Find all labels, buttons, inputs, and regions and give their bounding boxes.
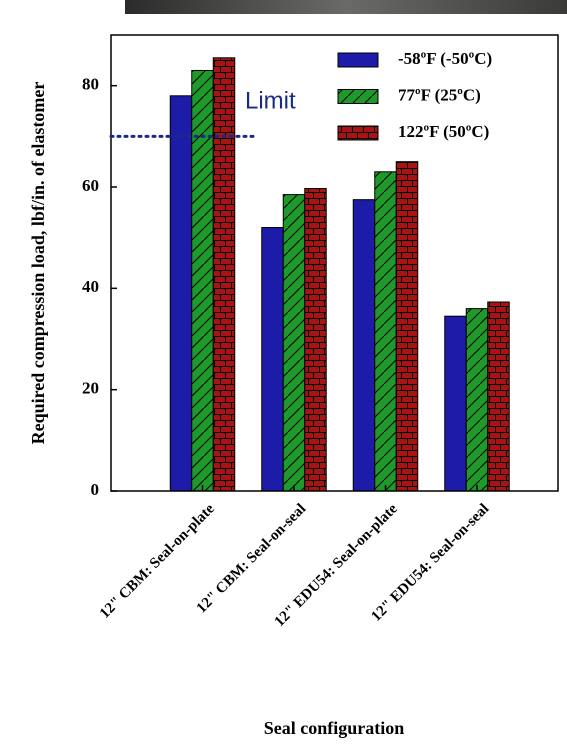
bar-hatch xyxy=(488,302,510,491)
limit-label: Limit xyxy=(245,88,296,115)
bar-hatch xyxy=(396,162,418,491)
bar xyxy=(445,316,467,491)
legend-hatch xyxy=(338,126,378,140)
y-axis-label: Required compression load, lbf/in. of el… xyxy=(28,82,48,445)
legend-label: -58ºF (-50ºC) xyxy=(398,49,492,68)
bar-hatch xyxy=(192,70,214,491)
y-tick-label: 40 xyxy=(82,277,99,296)
bar-hatch xyxy=(213,58,235,491)
page: Required compression load, lbf/in. of el… xyxy=(0,0,567,749)
legend-label: 122ºF (50ºC) xyxy=(398,122,489,141)
bar xyxy=(353,200,375,491)
y-tick-label: 20 xyxy=(82,379,99,398)
bar-hatch xyxy=(466,309,488,491)
bar xyxy=(170,96,192,491)
legend-swatch xyxy=(338,53,378,67)
bar-hatch xyxy=(375,172,397,491)
y-tick-label: 80 xyxy=(82,75,99,94)
y-tick-label: 0 xyxy=(91,480,100,499)
photo-strip xyxy=(125,0,567,14)
x-axis-label: Seal configuration xyxy=(264,718,405,738)
legend-label: 77ºF (25ºC) xyxy=(398,85,481,104)
bar-hatch xyxy=(283,195,305,491)
chart: Required compression load, lbf/in. of el… xyxy=(0,0,567,744)
bar-hatch xyxy=(305,189,327,491)
bar xyxy=(262,228,284,491)
legend-hatch xyxy=(338,90,378,104)
y-tick-label: 60 xyxy=(82,176,99,195)
